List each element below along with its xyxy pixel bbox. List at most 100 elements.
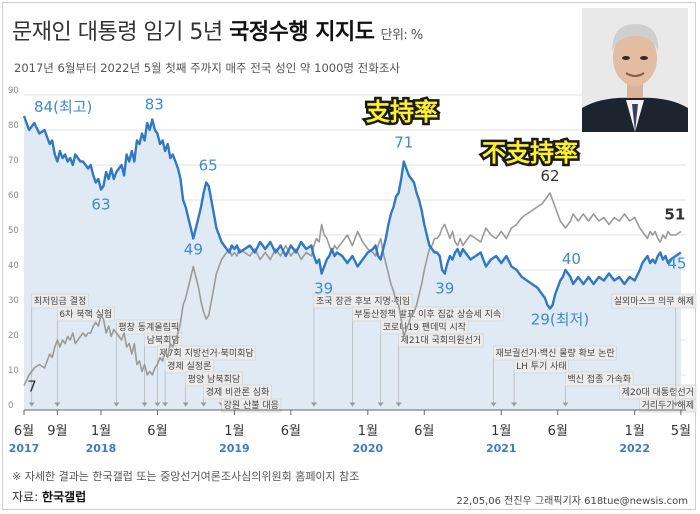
- event-label: 코로나19 팬데믹 시작: [383, 321, 466, 333]
- event-label: 제20대 대통령선거: [622, 386, 694, 398]
- approval-value-label: 84(최고): [34, 98, 92, 116]
- event-label: 최저임금 결정: [34, 295, 87, 307]
- event-marker-arrow: [162, 402, 169, 407]
- disapproval-callout: 不支持率: [482, 139, 578, 167]
- event-label: 남북회담: [147, 334, 180, 346]
- event-label-box: [565, 371, 634, 387]
- x-tick-label: 1월: [224, 424, 244, 439]
- event-marker-arrow: [141, 402, 148, 407]
- approval-callout: 支持率: [366, 98, 438, 126]
- approval-value-label: 29(최저): [531, 311, 589, 329]
- x-tick-label: 5월: [671, 424, 691, 439]
- approval-line: [22, 115, 682, 310]
- disapproval-value-label: 51: [664, 206, 685, 224]
- event-marker-arrow: [562, 402, 569, 407]
- approval-value-label: 49: [184, 241, 203, 259]
- x-year-label: 2022: [619, 442, 650, 455]
- event-marker-arrow: [511, 402, 518, 407]
- y-tick-label: 10: [8, 366, 19, 376]
- event-label: 6차 북핵 실험: [59, 308, 112, 320]
- event-marker-arrow: [28, 402, 35, 407]
- event-label: 경제 실정론: [167, 360, 211, 372]
- event-marker-arrow: [182, 402, 189, 407]
- approval-value-label: 83: [145, 96, 164, 114]
- event-label: 조국 장관 후보 지명·취임: [316, 295, 410, 307]
- x-tick-label: 1월: [358, 424, 378, 439]
- approval-value-label: 65: [199, 157, 218, 175]
- event-label: 재보궐선거·백신 물량 확보 논란: [496, 347, 615, 359]
- approval-value-label: 45: [667, 255, 686, 273]
- disapproval-value-label: 62: [540, 167, 559, 185]
- disapproval-value-label: 7: [27, 378, 37, 396]
- credit-line: 22,05,06 전진우 그래픽기자 618tue@newsis.com: [456, 496, 688, 507]
- title-bold: 국정수행 지지도: [229, 20, 375, 45]
- event-label: 평창 동계올림픽: [118, 321, 179, 333]
- page-title: 문재인 대통령 임기 5년 국정수행 지지도 단위: %: [12, 14, 423, 46]
- approval-value-label: 71: [394, 134, 413, 152]
- event-label: 경제 비관론 심화: [206, 386, 270, 398]
- x-tick-label: 6월: [147, 424, 167, 439]
- event-marker-arrow: [349, 402, 356, 407]
- x-tick-label: 1월: [491, 424, 511, 439]
- event-label: 강원 산불 대응: [224, 400, 279, 411]
- x-year-label: 2020: [353, 442, 384, 455]
- approval-value-label: 39: [314, 280, 333, 298]
- x-tick-label: 9월: [47, 424, 67, 439]
- event-label-box: [221, 398, 282, 413]
- event-label-box: [513, 359, 570, 374]
- unit-label: 단위: %: [380, 28, 423, 43]
- x-tick-label: 6월: [14, 424, 34, 439]
- title-prefix: 문재인 대통령 임기 5년: [12, 20, 230, 45]
- x-tick-label: 1월: [91, 424, 111, 439]
- event-label-box: [611, 293, 697, 309]
- x-year-label: 2019: [219, 442, 250, 455]
- y-tick-label: 70: [8, 156, 19, 166]
- event-label: 부동산정책 발표 이후 집값 상승세 지속: [354, 308, 501, 320]
- x-tick-label: 1월: [625, 424, 645, 439]
- event-marker-arrow: [54, 402, 61, 407]
- x-tick-label: 6월: [414, 424, 434, 439]
- x-year-label: 2017: [9, 442, 40, 455]
- disapproval-line: [23, 192, 682, 386]
- event-marker-arrow: [490, 402, 497, 407]
- event-marker-arrow: [395, 402, 402, 407]
- approval-value-label: 39: [435, 280, 454, 298]
- event-marker-arrow: [113, 402, 120, 407]
- y-tick-label: 30: [8, 296, 19, 306]
- x-year-label: 2018: [86, 442, 117, 455]
- frame-border: [2, 2, 696, 510]
- event-label: 제21대 국회의원선거: [401, 335, 482, 346]
- event-label-box: [398, 333, 484, 348]
- event-marker-arrow: [377, 402, 384, 407]
- event-label-box: [639, 398, 697, 413]
- event-marker-arrow: [200, 402, 207, 407]
- subtitle: 2017년 6월부터 2022년 5월 첫째 주까지 매주 전국 성인 약 10…: [14, 61, 400, 75]
- president-portrait: [582, 8, 688, 132]
- y-tick-label: 60: [8, 191, 19, 201]
- y-tick-label: 40: [8, 261, 19, 271]
- approval-area: [24, 116, 681, 410]
- event-label: LH 투기 사태: [516, 361, 567, 372]
- event-label: 실외마스크 의무 해제: [614, 295, 694, 307]
- source-name: 한국갤럽: [41, 490, 87, 504]
- event-label: 제7회 지방선거·북미회담: [159, 347, 253, 359]
- event-marker-arrow: [672, 402, 679, 407]
- event-marker-arrow: [310, 402, 317, 407]
- footnote: ※ 자세한 결과는 한국갤럽 또는 중앙선거여론조사심의위원회 홈페이지 참조: [12, 470, 360, 483]
- y-tick-label: 80: [8, 121, 19, 131]
- event-label: 평양 남북회담: [188, 373, 241, 385]
- event-marker-arrow: [154, 402, 161, 407]
- event-label: 백신 접종 가속화: [567, 373, 631, 385]
- event-label: 거리두기 해제: [641, 400, 694, 411]
- y-tick-label: 50: [8, 226, 19, 236]
- approval-value-label: 63: [91, 196, 110, 214]
- x-tick-label: 6월: [281, 424, 301, 439]
- y-tick-label: 90: [8, 86, 19, 96]
- approval-value-label: 40: [562, 250, 581, 268]
- y-tick-label: 0: [8, 401, 13, 411]
- y-tick-label: 20: [8, 331, 19, 341]
- x-year-label: 2021: [486, 442, 517, 455]
- x-tick-label: 6월: [548, 424, 568, 439]
- source-line: 자료: 한국갤럽: [12, 488, 86, 505]
